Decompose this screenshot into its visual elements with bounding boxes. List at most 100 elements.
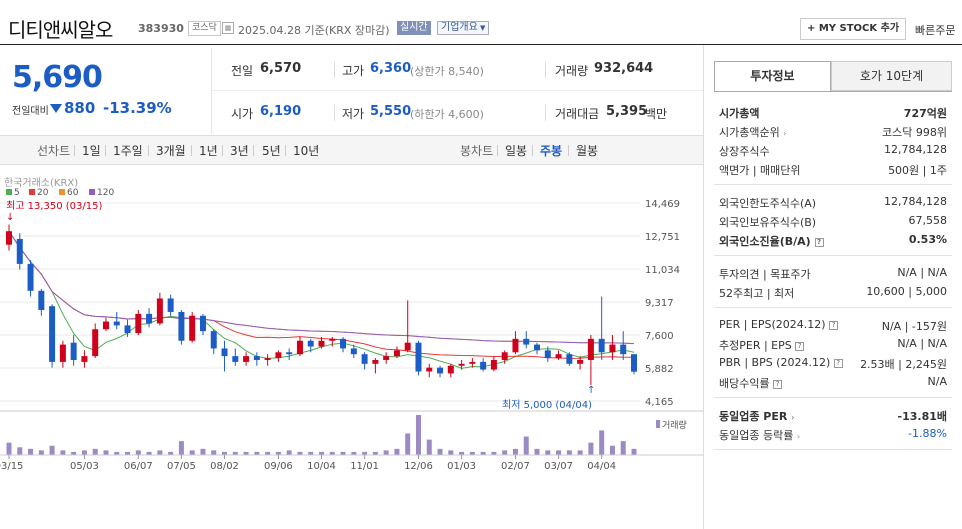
est-per-text: 추정PER | EPS [719, 339, 792, 352]
tab-3m[interactable]: 3개월 [156, 144, 186, 158]
tab-daily[interactable]: 일봉 [505, 144, 528, 158]
current-price: 5,690 [12, 60, 103, 95]
volume-bar [168, 451, 174, 455]
tab-10y[interactable]: 10년 [293, 144, 320, 158]
volume-bar [523, 436, 529, 455]
help-icon[interactable]: ? [795, 341, 805, 351]
market-cap-value: 727억원 [903, 107, 947, 120]
volume-bar [448, 450, 454, 455]
volume-bar [232, 451, 238, 455]
tab-separator [285, 145, 286, 156]
volume-bar [362, 451, 368, 455]
candle-body [307, 340, 314, 347]
candle-body [383, 356, 390, 360]
candle-body [296, 340, 303, 355]
tab-1d[interactable]: 1일 [82, 144, 101, 158]
tab-3y[interactable]: 3년 [230, 144, 249, 158]
candle-body [437, 367, 444, 374]
x-tick-label: 04/04 [587, 461, 616, 472]
y-tick-label: 5,882 [645, 364, 674, 375]
candle-body [340, 338, 347, 349]
volume-bar [297, 451, 303, 455]
help-icon[interactable]: ? [814, 237, 824, 247]
help-icon[interactable]: ? [833, 358, 843, 368]
volume-bar [329, 451, 335, 455]
est-per-label: 추정PER | EPS ? [719, 337, 805, 353]
candle-body [275, 352, 282, 359]
company-overview-button[interactable]: 기업개요 ▼ [437, 21, 490, 35]
tab-1y[interactable]: 1년 [199, 144, 218, 158]
tab-invest-info[interactable]: 투자정보 [714, 61, 831, 91]
sector-per-text: 동일업종 PER [719, 410, 788, 423]
period-tab-bar [0, 135, 703, 165]
tab-separator [74, 145, 75, 156]
volume-bar [372, 451, 378, 455]
candle-body [156, 298, 163, 324]
calendar-icon: ▦ [222, 22, 234, 34]
ma-legend-label: 120 [97, 188, 114, 198]
volume-bar [157, 450, 163, 455]
volume-bar [60, 450, 66, 455]
candle-body [178, 311, 185, 341]
foreign-ratio-label: 외국인소진율(B/A) ? [719, 233, 824, 249]
tab-1w[interactable]: 1주일 [113, 144, 143, 158]
volume-bar [394, 448, 400, 455]
volume-bar [620, 441, 626, 455]
tab-weekly[interactable]: 주봉 [540, 144, 563, 158]
lower-limit: (하한가 4,600) [410, 108, 484, 121]
pbr-value: 2.53배 | 2,245원 [860, 358, 947, 371]
ma-legend-swatch [6, 189, 12, 195]
stat-row-divider [212, 90, 703, 91]
amount-label: 거래대금 [555, 107, 600, 121]
header-divider [0, 44, 962, 45]
volume-bar [114, 451, 120, 455]
realtime-button[interactable]: 실시간 [397, 21, 431, 35]
stat-separator [545, 62, 546, 78]
candle-body [393, 350, 400, 357]
tab-5y[interactable]: 5년 [262, 144, 281, 158]
volume-bar [286, 450, 292, 455]
caret-icon: › [791, 413, 795, 422]
tab-separator [568, 145, 569, 156]
candle-body [372, 359, 379, 364]
candle-body [566, 354, 573, 364]
ma-line-120 [8, 230, 635, 345]
tab-orderbook[interactable]: 호가 10단계 [831, 61, 952, 91]
candle-body [415, 342, 422, 372]
foreign-ratio-value: 0.53% [908, 233, 947, 246]
sector-per-value: -13.81배 [897, 410, 947, 423]
price-chart[interactable]: 한국거래소(KRX) 5 20 60 120 14,469 12,751 11,034 9,… [0, 166, 703, 529]
volume-bar [81, 450, 87, 455]
x-tick-label: 02/07 [501, 461, 530, 472]
volume-bar [92, 448, 98, 455]
quick-order-link[interactable]: 빠른주문 [915, 24, 956, 37]
low-value: 5,550 [370, 104, 412, 119]
volume-bar [222, 451, 228, 455]
candle-body [609, 344, 616, 353]
candles [6, 224, 637, 385]
volume-bar [146, 451, 152, 455]
tab-monthly[interactable]: 월봉 [576, 144, 599, 158]
candle-body [146, 313, 153, 324]
stat-separator [334, 62, 335, 78]
x-tick-label: 06/07 [124, 461, 153, 472]
prev-close-label: 전일 [231, 64, 254, 78]
per-label: PER | EPS(2024.12) ? [719, 318, 839, 331]
down-triangle-icon [50, 104, 62, 113]
volume-bar [405, 433, 411, 455]
chevron-down-icon: ▼ [477, 24, 486, 32]
volume-bar [6, 442, 12, 455]
x-tick-label: 11/01 [350, 461, 379, 472]
volume-bar [512, 448, 518, 455]
company-overview-label: 기업개요 [441, 22, 478, 33]
prev-close-value: 6,570 [260, 61, 302, 76]
section-divider [714, 449, 952, 450]
pbr-text: PBR | BPS (2024.12) [719, 356, 831, 369]
volume-bar [566, 450, 572, 455]
amount-value: 5,395 [606, 104, 648, 119]
candle-body [135, 313, 142, 334]
change-label: 전일대비 [12, 106, 49, 117]
help-icon[interactable]: ? [773, 379, 783, 389]
help-icon[interactable]: ? [829, 320, 839, 330]
add-mystock-button[interactable]: + MY STOCK 추가 [800, 18, 907, 40]
